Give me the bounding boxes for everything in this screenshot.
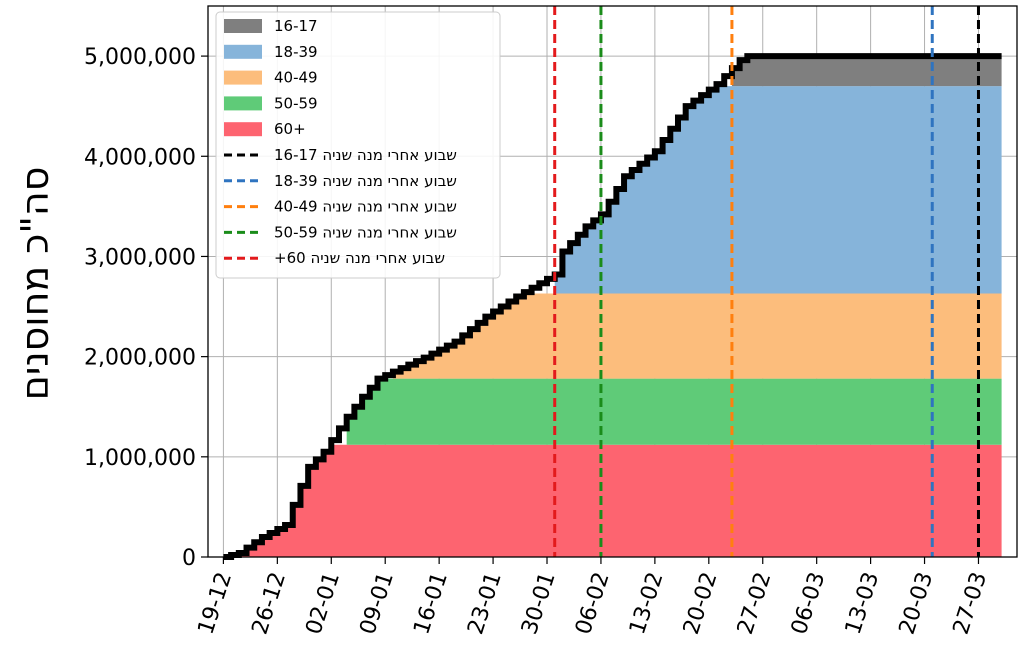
x-tick-label: 26-12: [248, 569, 292, 638]
legend-label: 60+: [274, 120, 306, 138]
x-tick-label: 27-03: [949, 569, 993, 638]
legend-label: 16-17: [274, 17, 318, 35]
x-axis-ticks: 19-12 26-12 02-01 09-01 16-01 23-01 30-01 06-02…: [194, 557, 993, 638]
x-tick-label: 16-01: [409, 569, 453, 638]
legend-label: 50-59: [274, 94, 318, 112]
total-line: [223, 53, 1002, 560]
x-tick-label: 06-02: [571, 569, 615, 638]
y-tick-label: 3,000,000: [84, 245, 196, 270]
legend-swatch: [224, 122, 262, 137]
legend: 16-17 18-39 40-49 50-59 60+ 16-17 שבוע אחרי מ…: [215, 11, 501, 279]
y-tick-label: 0: [182, 546, 196, 571]
legend-label: 50-59 שבוע אחרי מנה שניה: [274, 223, 457, 241]
x-tick-label: 20-02: [679, 569, 723, 638]
area-series: [392, 293, 1002, 379]
y-tick-label: 1,000,000: [84, 446, 196, 471]
legend-label: 18-39 שבוע אחרי מנה שניה: [274, 172, 457, 190]
legend-swatch: [224, 19, 262, 33]
legend-label: 40-49: [274, 69, 318, 87]
x-tick-label: 06-03: [787, 569, 831, 638]
y-axis-label: סה"כ מחוסנים: [13, 167, 57, 401]
x-tick-label: 30-01: [517, 569, 561, 638]
stacked-areas: [231, 56, 1002, 557]
legend-swatch: [224, 96, 262, 111]
x-tick-label: 27-02: [733, 569, 777, 638]
legend-swatch: [224, 44, 262, 59]
plot-frame: [207, 5, 1018, 558]
x-tick-label: 23-01: [463, 569, 507, 638]
area-series: [231, 444, 1002, 557]
legend-box: [215, 11, 501, 279]
area-series: [731, 56, 1002, 87]
legend-label: 40-49 שבוע אחרי מנה שניה: [274, 198, 457, 216]
y-tick-label: 2,000,000: [84, 346, 196, 371]
x-tick-label: 19-12: [194, 569, 238, 638]
legend-label: +60 שבוע אחרי מנה שניה: [274, 249, 445, 267]
area-series: [554, 86, 1002, 294]
y-tick-label: 5,000,000: [84, 45, 196, 70]
y-axis-ticks: 0 1,000,000 2,000,000 3,000,000 4,000,000 5,0…: [84, 45, 208, 571]
legend-swatch: [224, 70, 262, 85]
legend-label: 16-17 שבוע אחרי מנה שניה: [274, 146, 457, 164]
x-tick-label: 02-01: [301, 569, 345, 638]
x-tick-label: 13-02: [625, 569, 669, 638]
area-series: [346, 378, 1002, 445]
x-tick-label: 20-03: [895, 569, 939, 638]
total-line-layer: [223, 53, 1002, 560]
y-tick-label: 4,000,000: [84, 145, 196, 170]
x-tick-label: 13-03: [841, 569, 885, 638]
x-tick-label: 09-01: [355, 569, 399, 638]
legend-label: 18-39: [274, 43, 318, 61]
vertical-lines: [553, 6, 980, 557]
